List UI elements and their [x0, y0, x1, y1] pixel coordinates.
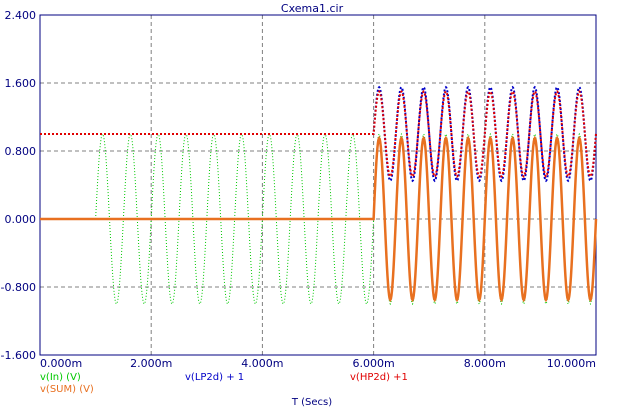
legend-item-sum: v(SUM) (V) [40, 384, 94, 395]
x-axis-ticks: 0.000m 2.000m 4.000m 6.000m 8.000m 10.000m [40, 357, 596, 370]
legend-item-vin: v(In) (V) [40, 372, 81, 383]
series-line-3 [40, 90, 597, 178]
y-axis-ticks: 2.400 1.600 0.800 0.000 -0.800 -1.600 [1, 9, 36, 362]
series-layer [40, 85, 598, 306]
x-tick-label: 2.000m [130, 357, 172, 370]
legend: v(In) (V) v(LP2d) + 1 v(HP2d) +1 v(SUM) … [40, 372, 408, 395]
y-tick-label: 0.000 [5, 213, 37, 226]
y-tick-label: 2.400 [5, 9, 37, 22]
x-tick-label: 0.000m [40, 357, 82, 370]
grid [40, 15, 596, 355]
y-tick-label: 1.600 [5, 77, 37, 90]
y-tick-label: 0.800 [5, 145, 37, 158]
x-axis-label: T (Secs) [291, 397, 332, 408]
chart-title: Cxema1.cir [281, 2, 344, 15]
x-tick-label: 4.000m [241, 357, 283, 370]
y-tick-label: -0.800 [1, 281, 36, 294]
legend-item-hp2d: v(HP2d) +1 [350, 372, 408, 383]
y-tick-label: -1.600 [1, 349, 36, 362]
x-tick-label: 8.000m [464, 357, 506, 370]
series-line-4 [40, 135, 598, 303]
plot-frame [39, 14, 597, 356]
x-tick-label: 6.000m [352, 357, 394, 370]
x-tick-label: 10.000m [547, 357, 596, 370]
legend-item-lp2d: v(LP2d) + 1 [185, 372, 244, 383]
